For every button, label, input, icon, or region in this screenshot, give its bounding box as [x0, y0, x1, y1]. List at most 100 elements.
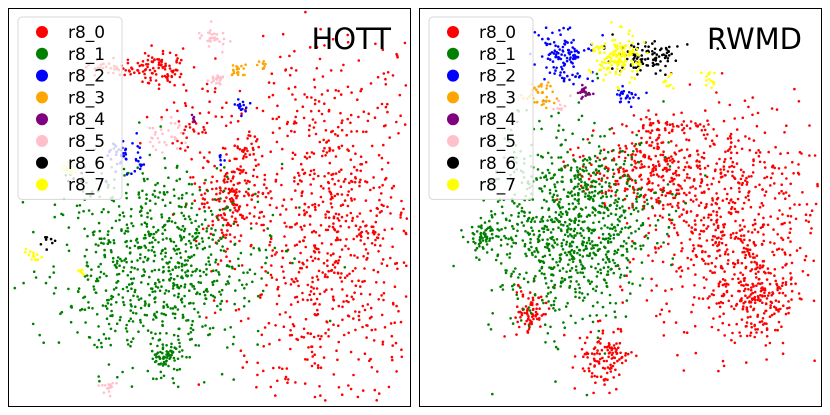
- data-point: [273, 253, 277, 256]
- data-point: [635, 195, 639, 198]
- data-point: [581, 265, 585, 268]
- data-point: [559, 143, 563, 147]
- data-point: [130, 222, 133, 225]
- data-point: [618, 373, 621, 377]
- data-point: [527, 217, 530, 221]
- data-point: [78, 204, 82, 207]
- data-point: [202, 125, 205, 129]
- data-point: [380, 209, 383, 213]
- data-point: [651, 182, 654, 185]
- data-point: [370, 144, 374, 148]
- data-point: [205, 227, 209, 230]
- data-point: [294, 115, 298, 119]
- data-point: [344, 219, 348, 223]
- data-point: [667, 234, 671, 238]
- data-point: [317, 204, 321, 207]
- data-point: [639, 150, 642, 154]
- data-point: [580, 263, 583, 266]
- data-point: [633, 241, 636, 245]
- data-point: [359, 155, 363, 158]
- data-point: [226, 177, 230, 181]
- data-point: [202, 205, 206, 209]
- data-point: [211, 294, 215, 298]
- data-point: [547, 53, 551, 57]
- data-point: [542, 230, 546, 234]
- data-point: [606, 169, 609, 173]
- data-point: [547, 286, 550, 289]
- data-point: [664, 46, 668, 50]
- data-point: [368, 316, 372, 320]
- data-point: [319, 366, 323, 370]
- data-point: [561, 248, 565, 251]
- data-point: [107, 363, 111, 366]
- data-point: [500, 228, 503, 231]
- data-point: [563, 43, 567, 46]
- data-point: [753, 323, 756, 327]
- data-point: [263, 178, 267, 181]
- data-point: [570, 266, 574, 270]
- data-point: [585, 169, 588, 172]
- data-point: [299, 251, 302, 255]
- data-point: [747, 288, 750, 291]
- data-point: [724, 243, 728, 247]
- data-point: [612, 132, 616, 135]
- data-point: [692, 263, 696, 267]
- data-point: [209, 209, 213, 213]
- data-point: [309, 290, 313, 293]
- data-point: [594, 243, 597, 247]
- data-point: [114, 219, 118, 223]
- data-point: [215, 279, 219, 283]
- data-point: [127, 69, 131, 72]
- data-point: [364, 160, 368, 164]
- data-point: [717, 101, 721, 104]
- data-point: [673, 223, 676, 227]
- data-point: [571, 62, 574, 65]
- data-point: [612, 233, 616, 236]
- data-point: [546, 332, 550, 335]
- data-point: [790, 276, 793, 280]
- data-point: [92, 233, 95, 237]
- data-point: [98, 276, 102, 279]
- data-point: [332, 215, 336, 218]
- data-point: [354, 224, 358, 227]
- data-point: [219, 189, 222, 192]
- data-point: [190, 221, 193, 225]
- data-point: [646, 64, 650, 67]
- data-point: [376, 207, 380, 211]
- data-point: [621, 253, 625, 257]
- data-point: [599, 357, 602, 361]
- data-point: [192, 285, 195, 288]
- data-point: [722, 225, 726, 229]
- data-point: [698, 167, 702, 171]
- data-point: [334, 133, 337, 136]
- data-point: [223, 159, 226, 162]
- data-point: [625, 57, 629, 61]
- data-point: [319, 184, 323, 188]
- data-point: [714, 201, 718, 205]
- data-point: [380, 168, 384, 171]
- data-point: [324, 331, 327, 335]
- data-point: [618, 276, 622, 279]
- data-point: [733, 201, 737, 205]
- data-point: [148, 275, 151, 279]
- data-point: [318, 303, 321, 306]
- data-point: [336, 358, 339, 362]
- data-point: [297, 213, 301, 216]
- data-point: [314, 121, 317, 124]
- data-point: [136, 259, 139, 262]
- data-point: [696, 149, 699, 152]
- data-point: [561, 267, 565, 270]
- data-point: [547, 207, 551, 210]
- data-point: [320, 112, 324, 116]
- data-point: [557, 168, 561, 172]
- data-point: [739, 298, 742, 302]
- data-point: [705, 175, 709, 179]
- data-point: [360, 230, 364, 234]
- data-point: [369, 209, 373, 213]
- data-point: [200, 223, 204, 226]
- data-point: [129, 299, 132, 302]
- data-point: [715, 162, 718, 165]
- data-point: [629, 270, 632, 273]
- data-point: [597, 169, 601, 173]
- data-point: [288, 225, 292, 229]
